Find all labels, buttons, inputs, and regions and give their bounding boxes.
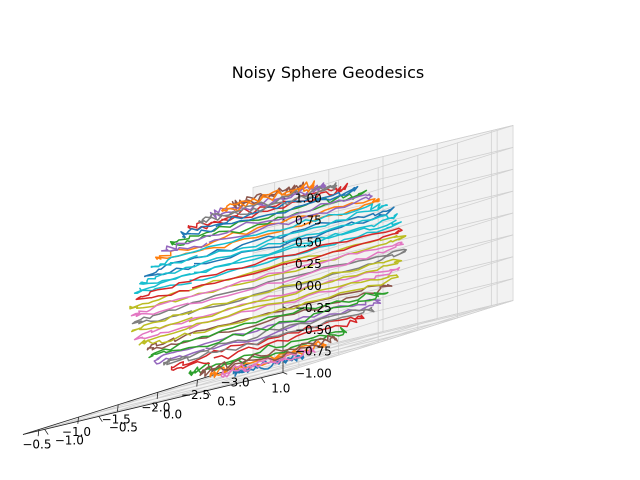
series-line [130,258,403,333]
x-tick-label-mark [156,392,159,399]
x-tick-label: −0.5 [22,438,51,452]
series-group [129,180,408,379]
series-line [198,182,338,225]
z-tick-label: 0.00 [295,279,322,293]
x-tick-label-mark [117,404,119,412]
y-tick-label-mark [98,416,103,422]
series-line [135,227,403,301]
x-tick-label: −1.0 [62,425,91,439]
series-line [146,283,393,351]
series-line [180,185,359,239]
y-tick-label: 0.5 [217,395,236,409]
z-tick-label: −0.75 [295,345,332,359]
grid-line [261,305,492,379]
z-tick-label-mark [282,372,288,375]
series-line [143,206,395,278]
grid-line [44,356,275,430]
series-line [130,241,404,318]
grid-line [282,300,514,373]
grid-line [282,234,514,308]
y-tick-label-mark [261,377,266,384]
z-tick-label: 0.50 [295,235,322,249]
y-tick-label: −0.5 [109,420,138,434]
tick-labels: −3.0 −2.5 −2.0 −1.5 −1.0 −0.5 −1.0 −0.5 0.0 0.5 1.… [22,192,331,452]
grid-line [207,318,438,391]
series-line [199,334,339,377]
grid-line [152,331,384,404]
y-tick-label-mark [44,429,49,435]
z-tick-label: −0.25 [295,301,332,315]
z-tick-label: −1.00 [295,367,332,381]
series-line [133,266,401,341]
grid-line [282,256,514,330]
grid-line [252,125,514,188]
x-tick-label-mark [196,379,198,387]
grid-line [282,212,514,286]
series-line [163,306,375,366]
grid-line [282,190,514,264]
x-tick-label: −2.0 [141,400,170,414]
x-tick-label-mark [77,417,79,424]
grid-line [282,146,514,220]
x-tick-label: −2.5 [181,388,210,402]
series-line [160,193,373,252]
z-tick-label: 1.00 [295,192,322,206]
grid-line [252,190,514,254]
series-line [221,180,316,212]
series-line [220,346,316,378]
grid-line [252,256,514,320]
series-line [148,291,389,359]
z-tick-label: 0.25 [295,257,322,271]
y-tick-label: −1.0 [55,433,84,447]
x-tick-label: −3.0 [221,376,250,390]
z-tick-label: 0.75 [295,213,322,227]
x-tick-label-mark [37,429,40,437]
y-tick-label: 1.0 [271,382,290,396]
series-line [138,274,399,346]
y-tick-label-mark [206,390,211,397]
grid-line [98,344,329,417]
series-line [188,326,348,377]
grid-line [282,168,514,242]
y-tick-label-mark [152,403,157,409]
series-line [139,213,398,285]
z-tick-label: −0.50 [295,323,332,337]
x-tick-label: −1.5 [102,413,131,427]
series-line [150,203,389,268]
chart-title: Noisy Sphere Geodesics [232,63,425,82]
series-line [129,234,407,310]
y-tick-label: 0.0 [163,408,182,422]
